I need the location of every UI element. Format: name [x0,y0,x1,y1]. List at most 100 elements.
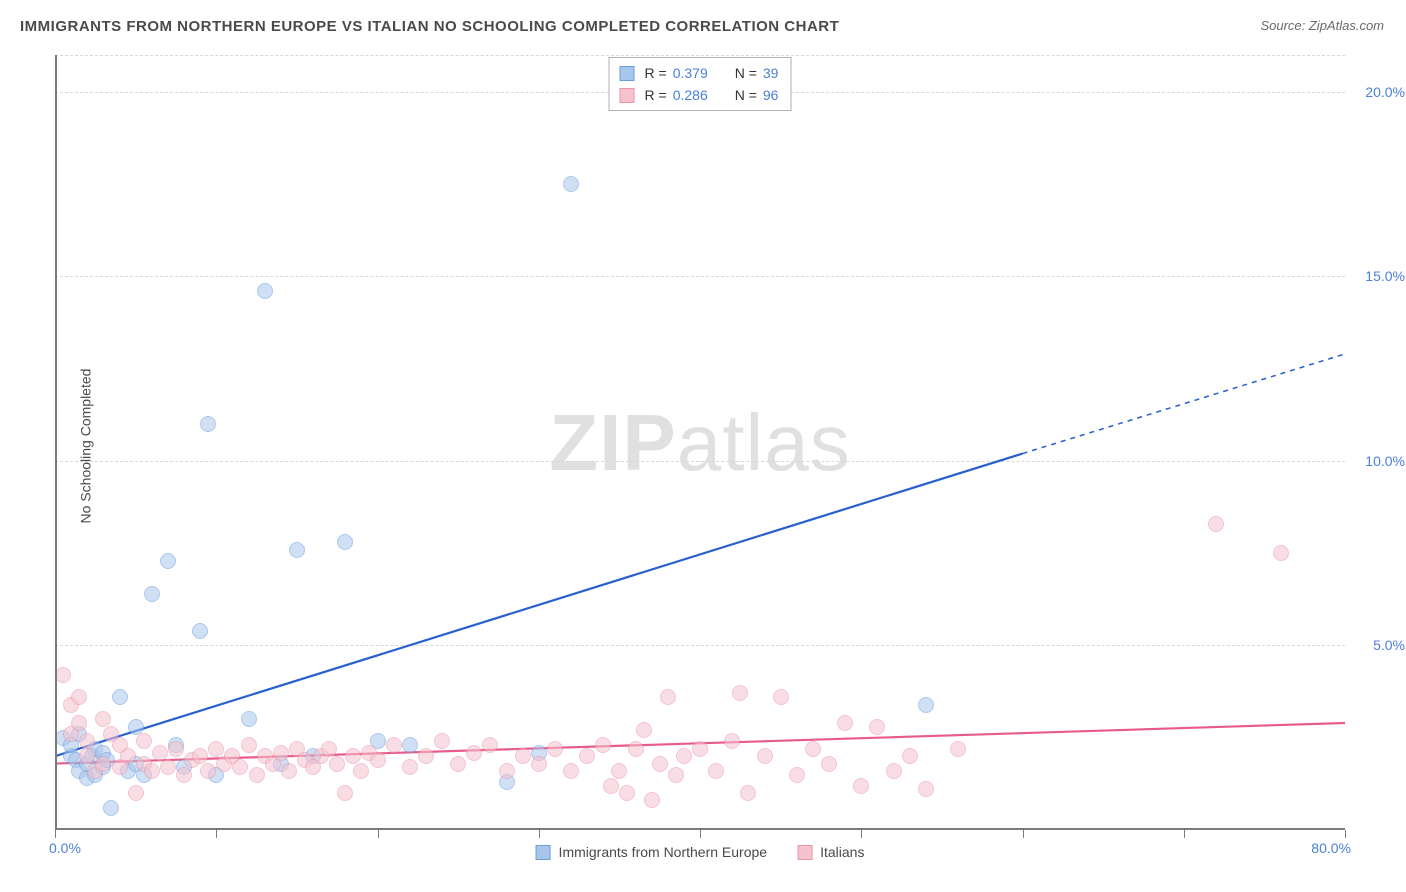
scatter-point [418,748,434,764]
correlation-legend: R = 0.379 N = 39 R = 0.286 N = 96 [609,57,792,111]
scatter-point [531,756,547,772]
scatter-point [563,763,579,779]
x-tick [216,830,217,838]
scatter-point [660,689,676,705]
n-value: 96 [763,87,779,103]
scatter-point [192,748,208,764]
scatter-point [579,748,595,764]
chart-title: IMMIGRANTS FROM NORTHERN EUROPE VS ITALI… [20,18,839,35]
scatter-point [241,711,257,727]
x-tick [539,830,540,838]
scatter-point [619,785,635,801]
scatter-point [71,715,87,731]
scatter-point [636,722,652,738]
scatter-point [168,741,184,757]
scatter-point [628,741,644,757]
scatter-point [353,763,369,779]
legend-swatch-icon [536,845,551,860]
x-tick [55,830,56,838]
x-tick [1184,830,1185,838]
legend-row-northern-europe: R = 0.379 N = 39 [620,62,779,84]
n-label: N = [735,65,757,81]
scatter-point [886,763,902,779]
scatter-point [692,741,708,757]
y-axis [55,55,57,830]
legend-label: Italians [820,844,864,860]
scatter-point [249,767,265,783]
scatter-point [902,748,918,764]
r-value: 0.379 [673,65,719,81]
scatter-point [345,748,361,764]
scatter-point [386,737,402,753]
scatter-point [337,785,353,801]
y-tick-label: 10.0% [1355,453,1405,469]
legend-label: Immigrants from Northern Europe [559,844,768,860]
scatter-point [176,767,192,783]
scatter-point [232,759,248,775]
scatter-point [644,792,660,808]
x-axis-start-label: 0.0% [49,840,81,856]
scatter-point [160,759,176,775]
scatter-point [482,737,498,753]
scatter-point [208,741,224,757]
legend-swatch-icon [620,66,635,81]
r-value: 0.286 [673,87,719,103]
x-tick [1345,830,1346,838]
scatter-point [79,733,95,749]
scatter-point [281,763,297,779]
scatter-point [732,685,748,701]
scatter-point [321,741,337,757]
scatter-point [200,416,216,432]
scatter-point [821,756,837,772]
scatter-plot: ZIPatlas 5.0%10.0%15.0%20.0% 0.0% 80.0% … [55,55,1345,830]
scatter-point [337,534,353,550]
scatter-point [547,741,563,757]
scatter-point [329,756,345,772]
scatter-point [144,586,160,602]
x-tick [861,830,862,838]
scatter-point [160,553,176,569]
scatter-point [515,748,531,764]
scatter-point [918,781,934,797]
scatter-point [773,689,789,705]
scatter-point [676,748,692,764]
scatter-point [128,785,144,801]
scatter-point [192,623,208,639]
scatter-point [112,689,128,705]
scatter-point [757,748,773,764]
scatter-point [402,737,418,753]
scatter-point [120,748,136,764]
scatter-point [837,715,853,731]
scatter-point [370,752,386,768]
x-axis-end-label: 80.0% [1311,840,1351,856]
scatter-point [450,756,466,772]
scatter-point [79,748,95,764]
scatter-point [200,763,216,779]
y-tick-label: 15.0% [1355,268,1405,284]
y-tick-label: 20.0% [1355,84,1405,100]
legend-item-northern-europe: Immigrants from Northern Europe [536,844,768,860]
scatter-point [466,745,482,761]
scatter-point [241,737,257,753]
scatter-point [402,759,418,775]
scatter-point [652,756,668,772]
scatter-point [152,745,168,761]
scatter-point [563,176,579,192]
x-tick [700,830,701,838]
scatter-point [289,542,305,558]
series-legend: Immigrants from Northern Europe Italians [536,844,865,860]
scatter-point [668,767,684,783]
legend-swatch-icon [797,845,812,860]
scatter-point [805,741,821,757]
scatter-point [1208,516,1224,532]
r-label: R = [645,87,667,103]
scatter-point [257,283,273,299]
x-tick [378,830,379,838]
scatter-point [918,697,934,713]
x-tick [1023,830,1024,838]
scatter-point [869,719,885,735]
scatter-point [499,763,515,779]
scatter-point [128,719,144,735]
r-label: R = [645,65,667,81]
scatter-point [103,800,119,816]
